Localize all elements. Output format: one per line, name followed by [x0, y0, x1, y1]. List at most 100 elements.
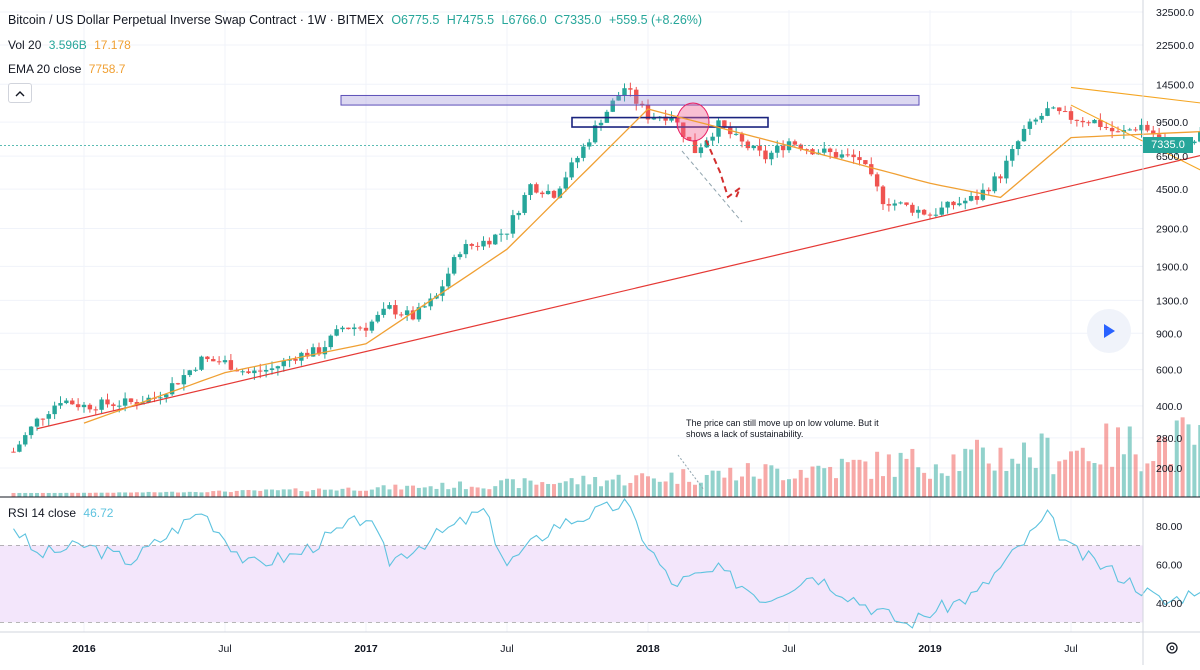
volume-bar: [816, 466, 820, 497]
candle-body: [746, 141, 750, 148]
volume-bar: [693, 485, 697, 497]
volume-bar: [493, 486, 497, 497]
volume-bar: [905, 459, 909, 497]
volume-bar: [352, 491, 356, 497]
volume-bar: [294, 488, 298, 497]
volume-bar: [1010, 459, 1014, 497]
candle-body: [1104, 127, 1108, 128]
volume-bar: [940, 473, 944, 497]
volume-bar: [164, 492, 168, 497]
volume-bar: [658, 482, 662, 497]
gear-icon[interactable]: [1167, 643, 1177, 653]
volume-bar: [35, 493, 39, 497]
price-tick-label: 280.0: [1156, 433, 1182, 445]
candle-body: [264, 370, 268, 372]
candle-body: [769, 153, 773, 159]
symbol-title: Bitcoin / US Dollar Perpetual Inverse Sw…: [8, 13, 384, 27]
candle-body: [951, 202, 955, 205]
volume-bar: [376, 487, 380, 497]
time-tick-label: 2018: [636, 643, 660, 655]
candle-body: [840, 154, 844, 157]
rsi-legend[interactable]: RSI 14 close 46.72: [8, 506, 117, 520]
candle-body: [258, 371, 262, 372]
volume-bar: [29, 493, 33, 497]
volume-bar: [435, 489, 439, 497]
candle-body: [446, 274, 450, 287]
volume-bar: [170, 492, 174, 497]
candle-body: [593, 125, 597, 142]
volume-bars: [12, 398, 1200, 497]
volume-bar: [611, 480, 615, 497]
play-replay-button[interactable]: [1087, 309, 1131, 353]
volume-bar: [758, 479, 762, 497]
candle-body: [29, 427, 33, 436]
ema-label: EMA 20 close: [8, 62, 81, 76]
volume-bar: [153, 492, 157, 497]
volume-bar: [793, 479, 797, 497]
volume-bar: [76, 493, 80, 497]
candle-body: [546, 191, 550, 194]
price-tick-label: 4500.0: [1156, 184, 1188, 196]
volume-bar: [64, 493, 68, 497]
candle-body: [793, 141, 797, 144]
candle-body: [693, 140, 697, 153]
volume-bar: [370, 490, 374, 497]
candle-body: [975, 196, 979, 200]
volume-bar: [440, 483, 444, 497]
candle-body: [628, 88, 632, 89]
volume-bar: [869, 479, 873, 497]
candles: [11, 83, 1200, 453]
volume-bar: [769, 465, 773, 497]
volume-bar: [775, 469, 779, 497]
volume-bar: [1134, 454, 1138, 497]
candle-body: [505, 234, 509, 235]
volume-bar: [252, 490, 256, 497]
price-tick-label: 9500.0: [1156, 117, 1188, 129]
volume-bar: [681, 469, 685, 497]
candle-body: [992, 176, 996, 191]
volume-bar: [117, 492, 121, 497]
time-tick-label: Jul: [1064, 643, 1077, 655]
volume-bar: [1069, 451, 1073, 497]
candle-body: [35, 419, 39, 427]
time-tick-label: 2016: [72, 643, 96, 655]
ohlc-open: O6775.5: [391, 13, 439, 27]
rsi-value: 46.72: [83, 506, 113, 520]
price-tick-label: 22500.0: [1156, 40, 1194, 52]
volume-bar: [1192, 445, 1196, 497]
volume-bar: [646, 476, 650, 497]
volume-bar: [399, 489, 403, 497]
volume-bar: [664, 481, 668, 497]
volume-bar: [1187, 424, 1191, 497]
candle-body: [517, 213, 521, 215]
volume-bar: [957, 471, 961, 497]
candle-body: [875, 174, 879, 186]
ema-legend[interactable]: EMA 20 close 7758.7: [8, 62, 129, 76]
candle-body: [352, 327, 356, 329]
candle-body: [552, 191, 556, 198]
candle-body: [511, 215, 515, 234]
candle-body: [922, 210, 926, 215]
support-trendline: [37, 98, 1200, 429]
volume-bar: [229, 492, 233, 497]
volume-bar: [305, 491, 309, 497]
price-tick-label: 900.0: [1156, 328, 1182, 340]
volume-bar: [722, 478, 726, 497]
candle-body: [329, 336, 333, 347]
time-tick-label: Jul: [782, 643, 795, 655]
candle-body: [575, 158, 579, 162]
volume-bar: [1028, 457, 1032, 497]
volume-bar: [740, 477, 744, 497]
price-tick-label: 600.0: [1156, 365, 1182, 377]
candle-body: [1051, 107, 1055, 108]
chart-annotation-note[interactable]: The price can still move up on low volum…: [686, 418, 886, 440]
volume-bar: [158, 492, 162, 497]
candle-body: [1045, 108, 1049, 116]
volume-legend[interactable]: Vol 20 3.596B 17.178: [8, 38, 135, 52]
candle-body: [229, 360, 233, 370]
volume-bar: [482, 488, 486, 497]
last-price-badge: 7335.0: [1143, 137, 1193, 153]
collapse-legend-button[interactable]: [8, 83, 32, 103]
